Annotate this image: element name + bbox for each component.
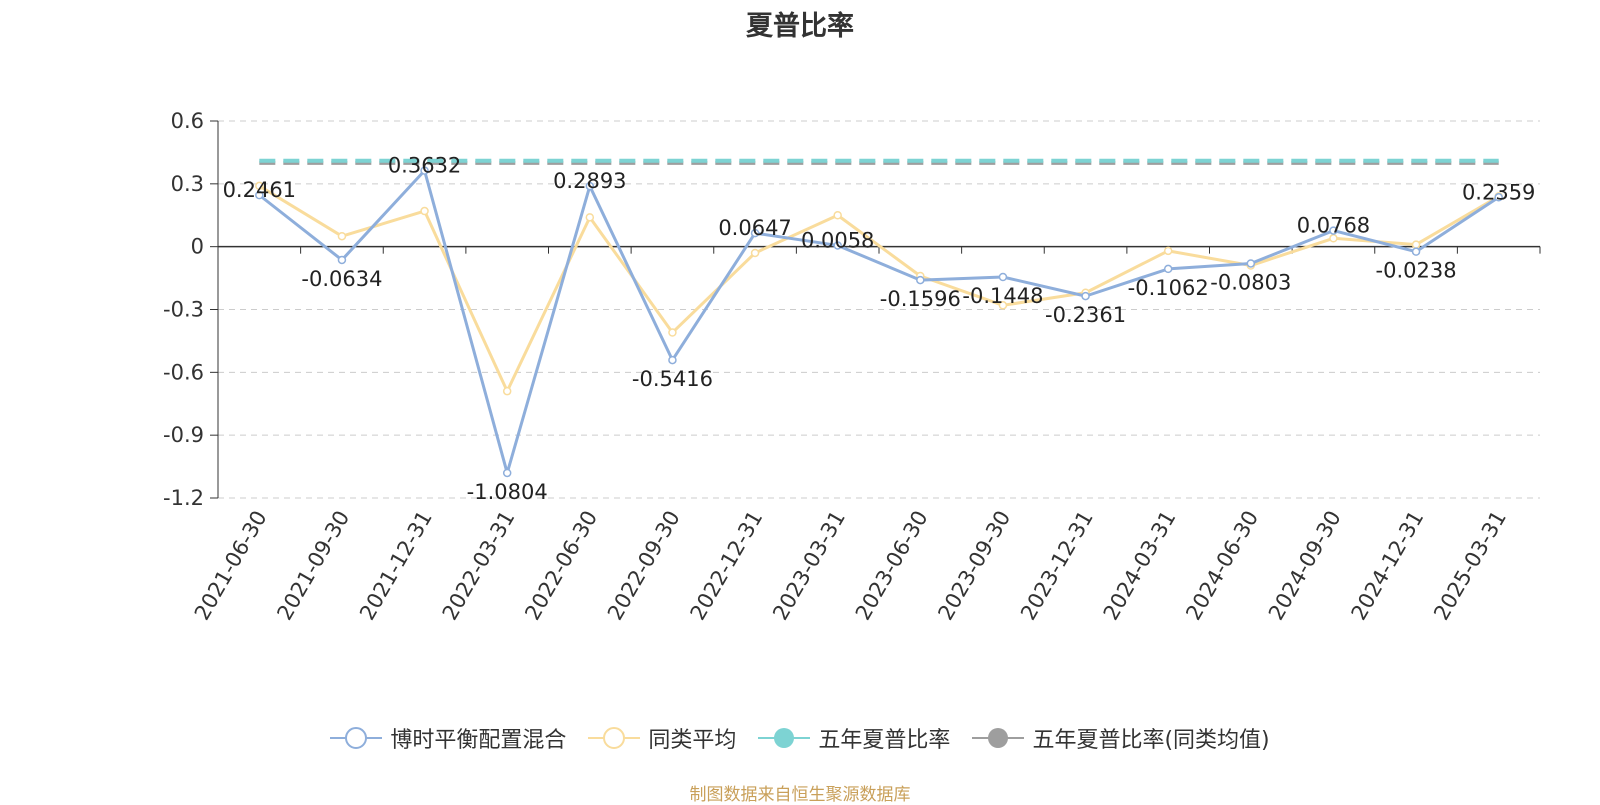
data-point-0: [337, 255, 347, 265]
data-point-1: [337, 231, 347, 241]
legend-peer-average-label: 同类平均: [648, 728, 737, 753]
data-point-1: [668, 328, 677, 337]
data-label: 0.2461: [223, 178, 296, 202]
data-point-1: [1411, 240, 1421, 249]
y-tick-label: 0: [191, 235, 204, 259]
data-label: 0.3632: [388, 154, 461, 178]
x-tick-label: 2022-09-30: [603, 507, 685, 625]
data-label: 0.0647: [718, 216, 791, 240]
data-point-0: [1411, 247, 1421, 256]
legend-five-year-peer-icon: [972, 728, 1025, 748]
grid-layer: [218, 120, 1540, 499]
data-label-layer: 0.2461 -0.0634 0.3632 -1.0804 0.2893 -0.5416 0…: [223, 154, 1536, 504]
y-tick-label: -0.3: [163, 298, 204, 322]
legend-item-fund[interactable]: 博时平衡配置混合: [330, 722, 566, 754]
x-tick-label: 2024-12-31: [1347, 507, 1429, 625]
x-tick-label: 2024-03-31: [1099, 507, 1181, 625]
data-label: 0.0058: [801, 228, 874, 252]
data-point-1: [833, 211, 842, 220]
data-label: -0.1062: [1128, 276, 1209, 300]
series-line-1: [258, 184, 1500, 393]
series-line-0: [258, 169, 1500, 475]
data-label: -0.0634: [301, 267, 382, 291]
x-tick-label: 2023-03-31: [768, 507, 850, 625]
legend-item-five-year-peer[interactable]: 五年夏普比率(同类均值): [972, 722, 1270, 754]
x-tick-label: 2023-09-30: [933, 507, 1015, 625]
legend-item-peer-average[interactable]: 同类平均: [588, 722, 736, 754]
y-tick-label: 0.6: [171, 109, 204, 133]
legend-peer-average-icon: [588, 727, 641, 749]
y-tick-label: -0.6: [163, 360, 204, 384]
data-label: 0.0768: [1297, 214, 1370, 238]
data-point-0: [1246, 259, 1256, 268]
data-point-0: [1163, 264, 1173, 274]
data-point-0: [833, 241, 842, 250]
data-label: -1.0804: [467, 480, 548, 504]
x-tick-label: 2022-03-31: [438, 507, 520, 625]
data-label: -0.1448: [962, 284, 1043, 308]
data-point-1: [255, 181, 264, 191]
data-point-1: [750, 248, 760, 258]
x-tick-label: 2024-09-30: [1264, 507, 1346, 625]
data-point-0: [1081, 291, 1090, 301]
x-tick-label: 2023-06-30: [851, 507, 933, 625]
x-tick-label: 2025-03-31: [1429, 507, 1511, 625]
data-point-0: [916, 275, 925, 285]
data-label: -0.1596: [880, 287, 961, 311]
y-tick-label: -1.2: [163, 486, 204, 510]
data-point-1: [585, 213, 595, 222]
data-point-0: [585, 181, 595, 191]
data-point-0: [668, 355, 677, 365]
data-point-0: [998, 272, 1008, 282]
x-tick-label: 2022-12-31: [686, 507, 768, 625]
legend-five-year-label: 五年夏普比率: [818, 728, 951, 753]
data-point-0: [750, 228, 760, 238]
legend-fund-label: 博时平衡配置混合: [390, 728, 567, 753]
x-tick-label: 2024-06-30: [1181, 507, 1263, 625]
x-tick-label: 2022-06-30: [520, 507, 602, 625]
data-label: -0.5416: [632, 367, 713, 391]
data-point-1: [998, 301, 1008, 310]
data-label: 0.2893: [553, 169, 626, 193]
data-point-0: [1329, 226, 1338, 235]
legend-five-year-icon: [758, 728, 811, 748]
x-tick-label: 2021-09-30: [272, 507, 354, 625]
source-note: 制图数据来自恒生聚源数据库: [689, 785, 911, 805]
data-label: -0.0803: [1210, 270, 1291, 294]
data-label: -0.0238: [1376, 259, 1457, 283]
data-point-1: [502, 386, 512, 396]
data-label: -0.2361: [1045, 303, 1126, 327]
x-tick-label: 2021-06-30: [190, 507, 272, 625]
legend-item-five-year[interactable]: 五年夏普比率: [758, 722, 950, 754]
y-tick-label: -0.9: [163, 423, 204, 447]
legend: 博时平衡配置混合 同类平均 五年夏普比率 五年夏普比率(同类均值): [0, 722, 1600, 754]
x-tick-label: 2023-12-31: [1016, 507, 1098, 625]
data-point-0: [420, 166, 429, 175]
legend-five-year-peer-label: 五年夏普比率(同类均值): [1032, 728, 1270, 753]
x-tick-label: 2021-12-31: [355, 507, 437, 625]
data-point-0: [1494, 193, 1503, 202]
series-layer: [255, 158, 1503, 478]
data-label: 0.2359: [1462, 180, 1535, 204]
data-point-1: [1163, 246, 1173, 256]
legend-fund-icon: [330, 727, 383, 749]
data-point-1: [420, 206, 429, 216]
y-tick-label: 0.3: [171, 172, 204, 196]
data-point-0: [502, 468, 512, 478]
chart-title: 夏普比率: [746, 11, 854, 42]
data-point-0: [255, 190, 264, 200]
